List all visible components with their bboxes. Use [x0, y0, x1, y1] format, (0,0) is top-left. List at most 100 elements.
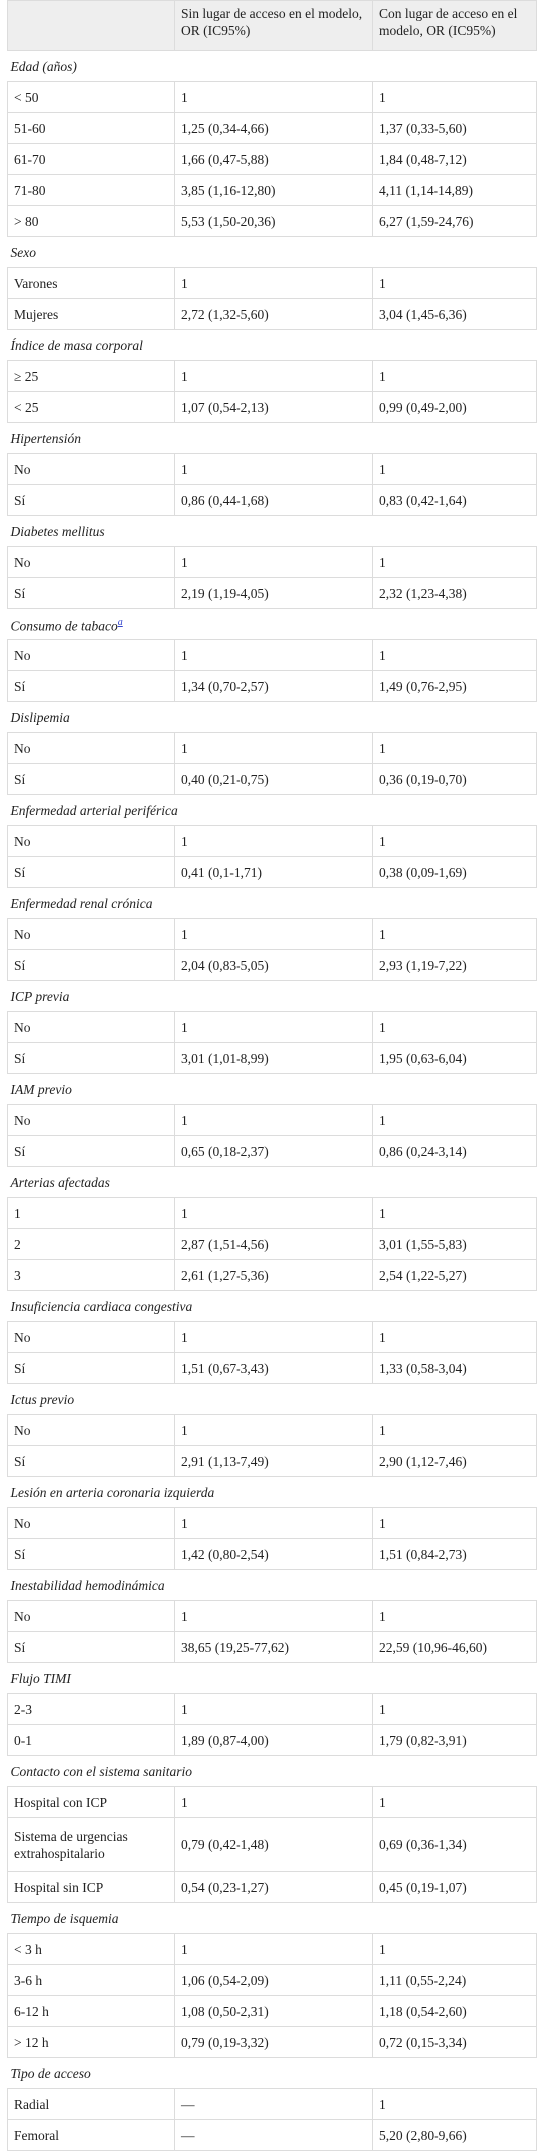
- data-row: No 1 1: [7, 1321, 537, 1353]
- row-label: 3-6 h: [7, 1964, 175, 1996]
- value-cell: 1: [372, 918, 537, 950]
- row-label: Sí: [7, 484, 175, 516]
- row-label: 71-80: [7, 174, 175, 206]
- row-label: 2: [7, 1228, 175, 1260]
- row-label: No: [7, 918, 175, 950]
- section-row: Índice de masa corporal: [7, 329, 537, 361]
- value-cell: 1: [174, 732, 373, 764]
- value-cell: —: [174, 2088, 373, 2120]
- value-cell: 1: [372, 1011, 537, 1043]
- data-row: No 1 1: [7, 639, 537, 671]
- row-label: Varones: [7, 267, 175, 299]
- data-row: Femoral —5,20 (2,80-9,66): [7, 2119, 537, 2151]
- value-cell: 1: [372, 1507, 537, 1539]
- row-label: 0-1: [7, 1724, 175, 1756]
- value-cell: 0,45 (0,19-1,07): [372, 1871, 537, 1903]
- data-row: Hospital sin ICP 0,54 (0,23-1,27) 0,45 (0,…: [7, 1871, 537, 1903]
- row-label: < 50: [7, 81, 175, 113]
- row-label: Sí: [7, 763, 175, 795]
- value-cell: 1,66 (0,47-5,88): [174, 143, 373, 175]
- value-cell: 0,41 (0,1-1,71): [174, 856, 373, 888]
- value-cell: 2,61 (1,27-5,36): [174, 1259, 373, 1291]
- value-cell: 0,54 (0,23-1,27): [174, 1871, 373, 1903]
- section-title: ICP previa: [10, 988, 70, 1004]
- data-row: 61-70 1,66 (0,47-5,88) 1,84 (0,48-7,12): [7, 143, 537, 175]
- data-row: Hospital con ICP 1 1: [7, 1786, 537, 1818]
- value-cell: 0,99 (0,49-2,00): [372, 391, 537, 423]
- section-row: Flujo TIMI: [7, 1662, 537, 1694]
- value-cell: 6,27 (1,59-24,76): [372, 205, 537, 237]
- section-title: Dislipemia: [10, 709, 70, 725]
- section-title: IAM previo: [10, 1081, 72, 1097]
- section-cell: Índice de masa corporal: [7, 329, 537, 361]
- section-row: Lesión en arteria coronaria izquierda: [7, 1476, 537, 1508]
- value-cell: 1,08 (0,50-2,31): [174, 1995, 373, 2027]
- data-row: 2 2,87 (1,51-4,56) 3,01 (1,55-5,83): [7, 1228, 537, 1260]
- section-row: Ictus previo: [7, 1383, 537, 1415]
- section-row: Diabetes mellitus: [7, 515, 537, 547]
- value-cell: 2,72 (1,32-5,60): [174, 298, 373, 330]
- value-cell: 1,07 (0,54-2,13): [174, 391, 373, 423]
- section-row: IAM previo: [7, 1073, 537, 1105]
- value-cell: 0,83 (0,42-1,64): [372, 484, 537, 516]
- value-cell: 3,01 (1,55-5,83): [372, 1228, 537, 1260]
- section-row: Contacto con el sistema sanitario: [7, 1755, 537, 1787]
- data-row: Mujeres 2,72 (1,32-5,60) 3,04 (1,45-6,36): [7, 298, 537, 330]
- data-row: < 25 1,07 (0,54-2,13) 0,99 (0,49-2,00): [7, 391, 537, 423]
- data-row: 6-12 h 1,08 (0,50-2,31) 1,18 (0,54-2,60): [7, 1995, 537, 2027]
- data-row: No 1 1: [7, 1600, 537, 1632]
- section-title: Ictus previo: [10, 1391, 75, 1407]
- section-title: Lesión en arteria coronaria izquierda: [10, 1484, 215, 1500]
- table-body: Edad (años) < 50 1 1 51-60 1,25 (0,34-4,66) 1,…: [7, 50, 537, 2151]
- data-row: Sí 0,41 (0,1-1,71) 0,38 (0,09-1,69): [7, 856, 537, 888]
- data-row: Sí 2,04 (0,83-5,05) 2,93 (1,19-7,22): [7, 949, 537, 981]
- data-row: Sí 0,65 (0,18-2,37) 0,86 (0,24-3,14): [7, 1135, 537, 1167]
- section-row: Dislipemia: [7, 701, 537, 733]
- table-header: Sin lugar de acceso en el modelo, OR (IC…: [7, 0, 537, 51]
- data-row: < 50 1 1: [7, 81, 537, 113]
- footnote-link[interactable]: a: [117, 616, 123, 628]
- value-cell: 1: [372, 1600, 537, 1632]
- value-cell: 1: [174, 1507, 373, 1539]
- section-cell: Edad (años): [7, 50, 537, 82]
- row-label: Sí: [7, 670, 175, 702]
- value-cell: 1: [372, 639, 537, 671]
- section-cell: Enfermedad arterial periférica: [7, 794, 537, 826]
- value-cell: 1,79 (0,82-3,91): [372, 1724, 537, 1756]
- value-cell: 1: [372, 546, 537, 578]
- value-cell: 2,19 (1,19-4,05): [174, 577, 373, 609]
- value-cell: 0,79 (0,42-1,48): [174, 1817, 373, 1872]
- value-cell: 1: [174, 1600, 373, 1632]
- value-cell: 1: [372, 1104, 537, 1136]
- value-cell: 1,11 (0,55-2,24): [372, 1964, 537, 1996]
- footnote-ref: a: [118, 616, 123, 628]
- value-cell: 3,85 (1,16-12,80): [174, 174, 373, 206]
- section-cell: Inestabilidad hemodinámica: [7, 1569, 537, 1601]
- data-row: 0-1 1,89 (0,87-4,00) 1,79 (0,82-3,91): [7, 1724, 537, 1756]
- section-title: Enfermedad renal crónica: [10, 895, 153, 911]
- data-row: 71-80 3,85 (1,16-12,80) 4,11 (1,14-14,89): [7, 174, 537, 206]
- value-cell: 1: [174, 1933, 373, 1965]
- value-cell: 4,11 (1,14-14,89): [372, 174, 537, 206]
- data-row: Sí 0,40 (0,21-0,75) 0,36 (0,19-0,70): [7, 763, 537, 795]
- value-cell: 1: [174, 81, 373, 113]
- section-title: Insuficiencia cardiaca congestiva: [10, 1298, 193, 1314]
- section-cell: Dislipemia: [7, 701, 537, 733]
- section-cell: Enfermedad renal crónica: [7, 887, 537, 919]
- value-cell: 2,04 (0,83-5,05): [174, 949, 373, 981]
- row-label: Hospital sin ICP: [7, 1871, 175, 1903]
- section-title: Índice de masa corporal: [10, 337, 143, 353]
- value-cell: 1,49 (0,76-2,95): [372, 670, 537, 702]
- value-cell: 1: [372, 81, 537, 113]
- data-row: 2-3 1 1: [7, 1693, 537, 1725]
- value-cell: 1: [372, 360, 537, 392]
- value-cell: 1,89 (0,87-4,00): [174, 1724, 373, 1756]
- section-title: Enfermedad arterial periférica: [10, 802, 178, 818]
- section-cell: ICP previa: [7, 980, 537, 1012]
- value-cell: 1: [174, 825, 373, 857]
- value-cell: 1,34 (0,70-2,57): [174, 670, 373, 702]
- section-cell: Tiempo de isquemia: [7, 1902, 537, 1934]
